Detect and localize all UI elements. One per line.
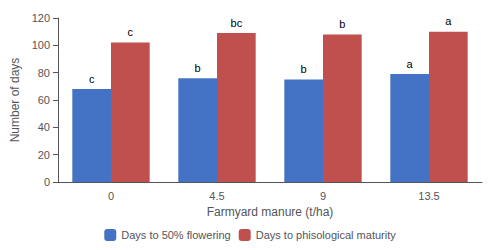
svg-text:20: 20 [38, 149, 50, 161]
svg-text:Farmyard manure (t/ha): Farmyard manure (t/ha) [207, 205, 334, 219]
svg-text:9: 9 [320, 190, 326, 202]
svg-text:4.5: 4.5 [209, 190, 224, 202]
svg-text:b: b [195, 62, 201, 74]
svg-text:a: a [445, 15, 452, 27]
svg-text:13.5: 13.5 [418, 190, 439, 202]
svg-text:Days to 50% flowering: Days to 50% flowering [121, 229, 230, 241]
svg-text:a: a [407, 58, 414, 70]
svg-text:60: 60 [38, 94, 50, 106]
svg-text:b: b [339, 18, 345, 30]
svg-text:c: c [89, 73, 95, 85]
svg-text:Days to phisological maturity: Days to phisological maturity [256, 229, 397, 241]
svg-text:80: 80 [38, 67, 50, 79]
svg-text:120: 120 [32, 12, 50, 24]
svg-text:c: c [128, 26, 134, 38]
svg-text:Number of days: Number of days [8, 58, 22, 143]
svg-text:100: 100 [32, 39, 50, 51]
svg-text:40: 40 [38, 121, 50, 133]
svg-text:0: 0 [108, 190, 114, 202]
svg-text:bc: bc [231, 17, 243, 29]
svg-text:0: 0 [44, 176, 50, 188]
svg-text:b: b [301, 63, 307, 75]
